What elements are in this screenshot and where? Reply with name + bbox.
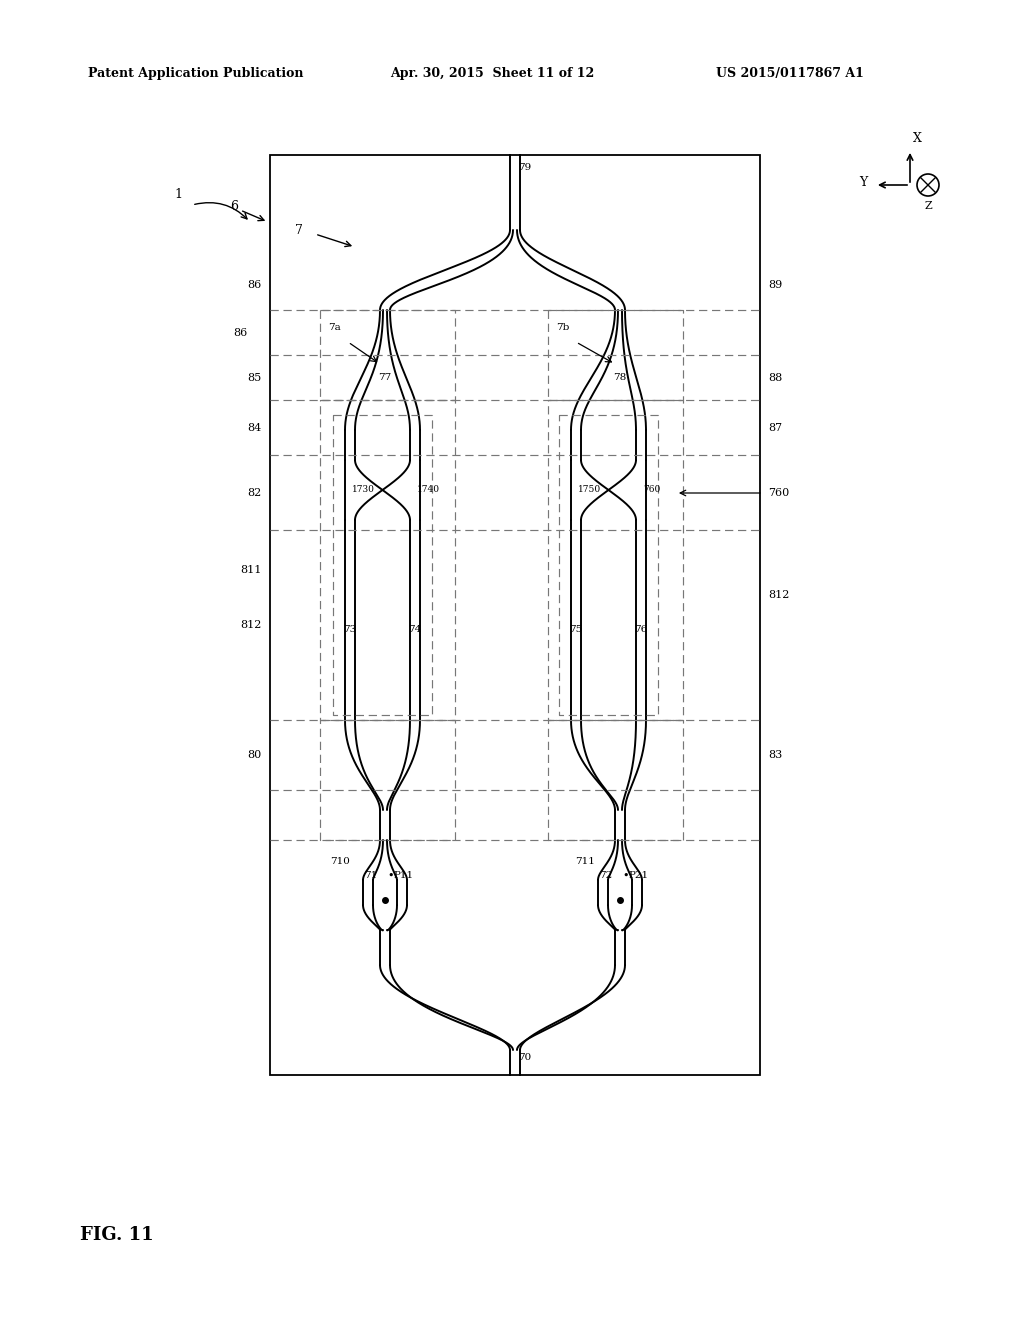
Text: Patent Application Publication: Patent Application Publication bbox=[88, 66, 303, 79]
Text: Apr. 30, 2015  Sheet 11 of 12: Apr. 30, 2015 Sheet 11 of 12 bbox=[390, 66, 594, 79]
Text: 77: 77 bbox=[379, 372, 391, 381]
Text: 71: 71 bbox=[364, 871, 377, 880]
Text: Y: Y bbox=[859, 177, 867, 190]
Text: 85: 85 bbox=[248, 374, 262, 383]
Text: 7b: 7b bbox=[556, 323, 569, 333]
Text: 70: 70 bbox=[518, 1053, 531, 1063]
Text: FIG. 11: FIG. 11 bbox=[80, 1226, 154, 1243]
Text: •: • bbox=[387, 871, 393, 880]
Text: Z: Z bbox=[925, 201, 932, 211]
Text: 86: 86 bbox=[248, 280, 262, 290]
Text: X: X bbox=[913, 132, 922, 145]
Text: 1740: 1740 bbox=[417, 486, 440, 495]
Text: 80: 80 bbox=[248, 750, 262, 760]
Text: 7: 7 bbox=[295, 223, 303, 236]
Text: 1: 1 bbox=[174, 189, 182, 202]
Text: 75: 75 bbox=[569, 626, 583, 635]
Text: 89: 89 bbox=[768, 280, 782, 290]
Text: US 2015/0117867 A1: US 2015/0117867 A1 bbox=[716, 66, 864, 79]
Text: 812: 812 bbox=[241, 620, 262, 630]
Text: 7a: 7a bbox=[328, 323, 341, 333]
Text: 86: 86 bbox=[232, 327, 247, 338]
Text: 760: 760 bbox=[643, 486, 660, 495]
Text: 1730: 1730 bbox=[352, 486, 375, 495]
Text: 83: 83 bbox=[768, 750, 782, 760]
Text: 79: 79 bbox=[518, 164, 531, 173]
Text: 711: 711 bbox=[575, 858, 595, 866]
Text: 87: 87 bbox=[768, 422, 782, 433]
Text: P11: P11 bbox=[393, 871, 413, 880]
Text: 1750: 1750 bbox=[578, 486, 601, 495]
Text: 710: 710 bbox=[330, 858, 350, 866]
Text: •: • bbox=[622, 871, 629, 880]
Text: 760: 760 bbox=[768, 488, 790, 498]
Text: 84: 84 bbox=[248, 422, 262, 433]
Text: P21: P21 bbox=[628, 871, 648, 880]
Text: 72: 72 bbox=[599, 871, 612, 880]
Text: 88: 88 bbox=[768, 374, 782, 383]
Text: 811: 811 bbox=[241, 565, 262, 576]
Text: 6: 6 bbox=[230, 201, 238, 214]
Bar bbox=[270, 154, 760, 1074]
Text: 73: 73 bbox=[343, 626, 356, 635]
Text: 76: 76 bbox=[635, 626, 647, 635]
Text: 82: 82 bbox=[248, 488, 262, 498]
Text: 812: 812 bbox=[768, 590, 790, 601]
Text: 74: 74 bbox=[409, 626, 422, 635]
Text: 78: 78 bbox=[613, 372, 627, 381]
